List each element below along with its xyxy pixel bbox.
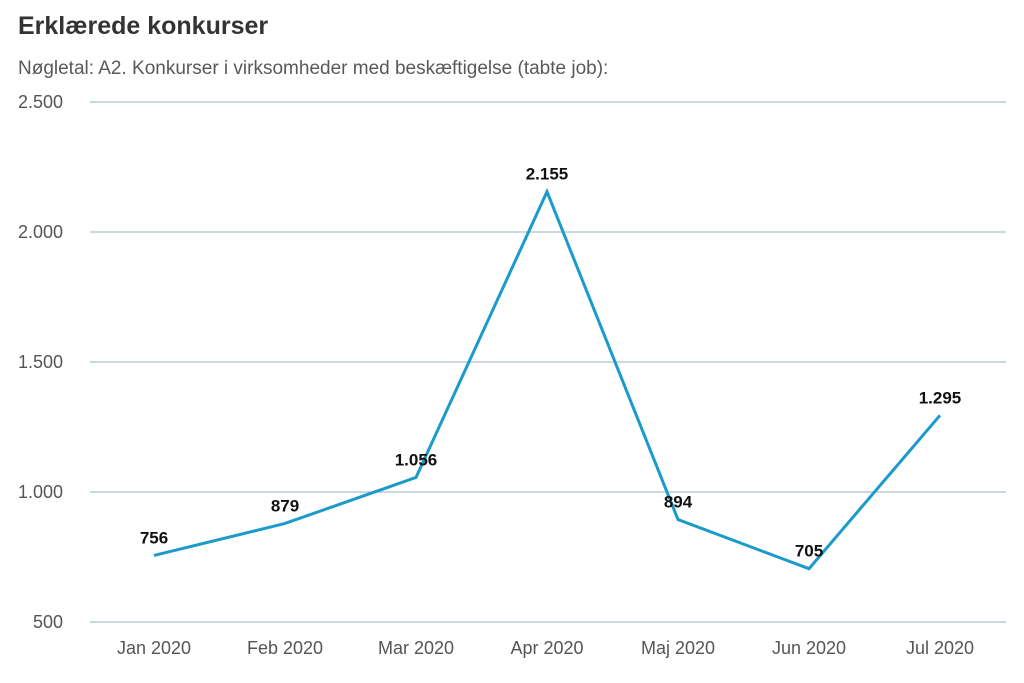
series-line-group	[153, 187, 942, 571]
series-line	[153, 187, 942, 571]
data-label: 756	[140, 528, 168, 547]
data-label: 705	[795, 542, 823, 561]
x-tick-label: Jun 2020	[772, 638, 846, 658]
x-axis-ticks: Jan 2020 Feb 2020 Mar 2020 Apr 2020 Maj 2020…	[117, 638, 974, 658]
y-tick-label: 2.000	[18, 222, 63, 242]
y-tick-label: 2.500	[18, 92, 63, 112]
gridlines	[90, 101, 1006, 623]
x-tick-label: Jan 2020	[117, 638, 191, 658]
chart-title: Erklærede konkurser	[18, 12, 269, 40]
x-tick-label: Maj 2020	[641, 638, 715, 658]
x-tick-label: Mar 2020	[378, 638, 454, 658]
data-labels: 756 879 1.056 2.155 894 705 1.295	[140, 165, 961, 561]
data-label: 1.056	[395, 450, 438, 469]
y-tick-label: 1.000	[18, 482, 63, 502]
data-label: 1.295	[919, 388, 962, 407]
chart-subtitle: Nøgletal: A2. Konkurser i virksomheder m…	[18, 58, 609, 79]
y-tick-label: 500	[33, 612, 63, 632]
y-tick-label: 1.500	[18, 352, 63, 372]
x-tick-label: Jul 2020	[906, 638, 974, 658]
x-tick-label: Apr 2020	[510, 638, 583, 658]
data-label: 894	[664, 493, 693, 512]
y-axis-ticks: 500 1.000 1.500 2.000 2.500	[18, 92, 63, 632]
x-tick-label: Feb 2020	[247, 638, 323, 658]
data-label: 2.155	[526, 165, 569, 184]
data-label: 879	[271, 496, 299, 515]
